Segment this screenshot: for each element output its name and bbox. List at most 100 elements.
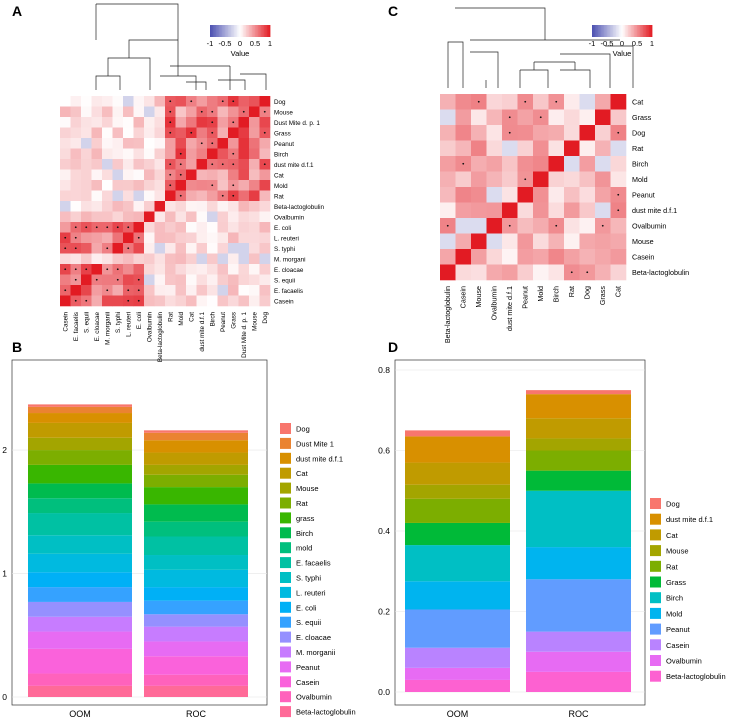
heatmap-cell-a xyxy=(165,285,176,296)
heatmap-cell-a xyxy=(259,138,271,149)
bar-segment-d xyxy=(526,651,631,672)
y-tick-label-d: 0.8 xyxy=(378,365,390,375)
heatmap-cell-a xyxy=(228,222,239,233)
heatmap-cell-a xyxy=(70,201,82,212)
colorbar-cell-a xyxy=(220,25,223,37)
heatmap-cell-a xyxy=(196,264,208,275)
legend-swatch-b xyxy=(280,497,291,509)
heatmap-cell-c xyxy=(471,218,487,234)
legend-swatch-b xyxy=(280,437,291,449)
significance-dot-a xyxy=(137,289,140,292)
colorbar-cell-a xyxy=(267,25,269,37)
heatmap-cell-a xyxy=(196,232,208,244)
col-label-c: Grass xyxy=(598,286,607,306)
heatmap-cell-c xyxy=(440,202,456,219)
significance-dot-c xyxy=(508,224,511,227)
col-label-a: Mouse xyxy=(251,312,258,331)
heatmap-cell-a xyxy=(238,96,250,107)
significance-dot-a xyxy=(74,226,77,229)
bar-segment-b xyxy=(28,616,132,632)
heatmap-cell-a xyxy=(217,211,229,223)
bar-segment-b xyxy=(28,406,132,414)
plot-area-b xyxy=(11,359,268,706)
significance-dot-a xyxy=(242,110,245,113)
legend-swatch-b xyxy=(280,706,291,718)
heatmap-cell-a xyxy=(123,159,134,170)
colorbar-cell-a xyxy=(214,25,217,37)
heatmap-cell-a xyxy=(154,159,166,170)
significance-dot-c xyxy=(524,178,527,181)
heatmap-cell-a xyxy=(249,148,260,160)
col-label-c: Peanut xyxy=(520,286,529,309)
heatmap-cell-a xyxy=(144,180,155,191)
heatmap-cell-c xyxy=(579,218,596,234)
heatmap-cell-c xyxy=(533,264,549,281)
colorbar-cell-a xyxy=(240,25,242,37)
heatmap-cell-a xyxy=(165,201,176,212)
row-label-a: Birch xyxy=(274,151,289,158)
legend-swatch-b xyxy=(280,512,291,524)
col-label-c: Beta-lactoglobulin xyxy=(443,286,452,343)
heatmap-cell-c xyxy=(471,202,487,219)
heatmap-cell-a xyxy=(112,253,124,265)
row-label-c: Beta-lactoglobulin xyxy=(632,268,689,277)
row-label-a: Dog xyxy=(274,99,286,106)
heatmap-cell-c xyxy=(486,140,503,157)
heatmap-cell-a xyxy=(217,180,229,191)
heatmap-cell-a xyxy=(154,295,166,307)
heatmap-cell-a xyxy=(249,211,260,223)
heatmap-cell-c xyxy=(595,109,611,126)
heatmap-cell-a xyxy=(154,243,166,254)
colorbar-cell-a xyxy=(268,25,271,37)
heatmap-cell-a xyxy=(123,96,134,107)
heatmap-cell-c xyxy=(548,264,565,281)
bar-segment-b xyxy=(28,404,132,407)
colorbar-title-c: Value xyxy=(613,49,632,58)
heatmap-cell-c xyxy=(610,233,627,250)
colorbar-cell-a xyxy=(232,25,235,37)
heatmap-cell-a xyxy=(60,96,71,107)
legend-swatch-d xyxy=(650,623,661,635)
col-label-a: Ovalbumin xyxy=(146,312,153,343)
heatmap-cell-a xyxy=(165,211,176,223)
colorbar-cell-a xyxy=(246,25,248,37)
bar-segment-b xyxy=(28,648,132,674)
significance-dot-a xyxy=(221,163,224,166)
heatmap-cell-c xyxy=(486,125,503,141)
heatmap-cell-a xyxy=(228,211,239,223)
heatmap-cell-a xyxy=(175,253,187,265)
colorbar-tick-c: -1 xyxy=(589,39,596,48)
heatmap-cell-a xyxy=(60,190,71,202)
significance-dot-a xyxy=(232,100,235,103)
heatmap-cell-a xyxy=(70,211,82,223)
heatmap-cell-a xyxy=(217,117,229,128)
col-label-a: dust mite d.f.1 xyxy=(199,312,206,352)
legend-swatch-b xyxy=(280,467,291,479)
legend-label-b: Mouse xyxy=(296,484,319,493)
bar-segment-b xyxy=(28,498,132,514)
legend-swatch-b xyxy=(280,616,291,628)
heatmap-cell-a xyxy=(196,169,208,181)
row-label-a: Cat xyxy=(274,172,284,179)
row-label-a: Rat xyxy=(274,193,284,200)
heatmap-cell-a xyxy=(144,295,155,307)
bar-segment-b xyxy=(144,536,248,556)
heatmap-cell-c xyxy=(533,125,549,141)
heatmap-cell-a xyxy=(102,148,113,160)
heatmap-cell-a xyxy=(91,169,103,181)
colorbar-cell-c xyxy=(635,25,638,37)
heatmap-cell-a xyxy=(217,274,229,286)
heatmap-cell-c xyxy=(486,156,503,172)
heatmap-cell-a xyxy=(196,211,208,223)
legend-label-d: Cat xyxy=(666,531,679,540)
significance-dot-a xyxy=(64,247,67,250)
heatmap-cell-a xyxy=(154,222,166,233)
heatmap-cell-a xyxy=(249,190,260,202)
heatmap-cell-c xyxy=(533,233,549,250)
significance-dot-a xyxy=(106,289,109,292)
heatmap-cell-a xyxy=(196,274,208,286)
heatmap-cell-a xyxy=(144,222,155,233)
significance-dot-c xyxy=(570,271,573,274)
col-label-a: Dust Mite d. p. 1 xyxy=(241,312,248,358)
heatmap-cell-a xyxy=(102,190,113,202)
